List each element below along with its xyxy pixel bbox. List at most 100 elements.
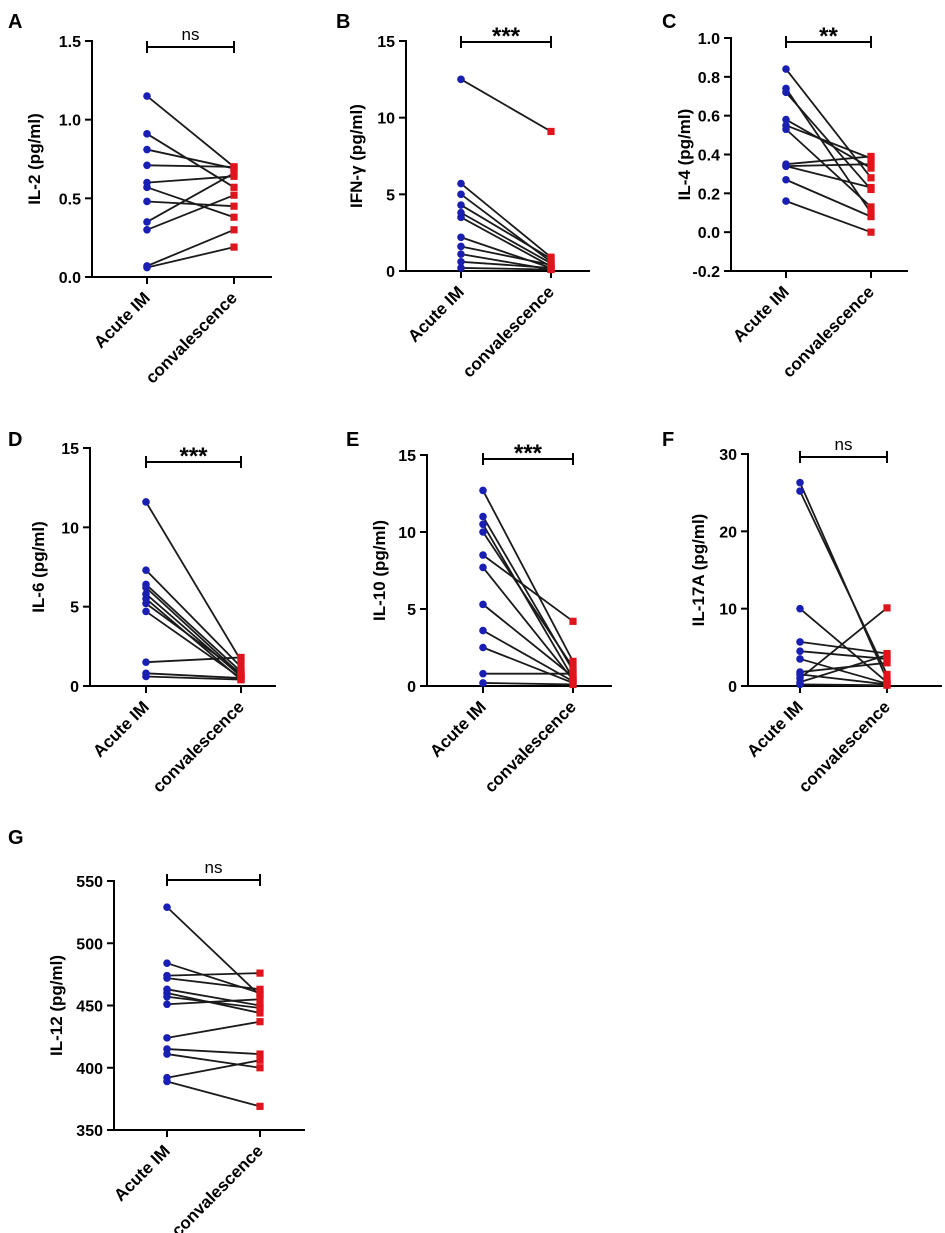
y-tick-label: 15 <box>61 441 79 458</box>
x-category-label: convalescence <box>481 697 580 796</box>
acute-point <box>457 201 465 209</box>
paired-line <box>799 654 888 683</box>
acute-point <box>163 1000 171 1009</box>
acute-point <box>796 647 804 655</box>
paired-line <box>482 646 574 684</box>
convalescence-point <box>883 651 891 659</box>
acute-point <box>782 115 790 124</box>
y-tick-label: 15 <box>377 34 395 51</box>
y-tick-label: 350 <box>76 1123 103 1140</box>
paired-line <box>166 906 261 997</box>
paired-line <box>145 675 242 681</box>
acute-point <box>782 125 790 134</box>
convalescence-point <box>569 663 577 672</box>
paired-line <box>166 977 261 991</box>
acute-point <box>457 233 465 242</box>
y-tick-label: 10 <box>377 111 395 128</box>
paired-line <box>166 1020 261 1039</box>
convalescence-point <box>867 228 875 236</box>
y-tick-label: 15 <box>398 448 416 465</box>
acute-point <box>143 161 151 170</box>
convalescence-point <box>256 1004 264 1012</box>
paired-line <box>146 164 235 168</box>
paired-line <box>482 682 574 686</box>
paired-line <box>460 216 552 268</box>
significance-label: ** <box>819 23 838 50</box>
paired-line <box>145 501 242 662</box>
convalescence-point <box>256 1064 264 1072</box>
convalescence-point <box>230 191 238 199</box>
y-tick-label: 30 <box>719 447 737 464</box>
paired-line <box>145 656 242 664</box>
acute-point <box>163 974 171 982</box>
acute-point <box>457 250 465 258</box>
significance-bracket <box>799 451 888 463</box>
paired-line <box>482 490 574 662</box>
acute-point <box>479 520 487 529</box>
significance-label: ns <box>835 435 853 454</box>
y-tick-label: 0.0 <box>698 225 720 242</box>
acute-point <box>143 183 151 192</box>
y-tick-label: 1.5 <box>59 34 81 51</box>
convalescence-point <box>230 226 238 234</box>
y-tick-label: 20 <box>719 524 737 541</box>
acute-point <box>163 1077 171 1086</box>
y-tick-label: 550 <box>76 874 103 891</box>
convalescence-point <box>237 669 245 677</box>
significance-label: *** <box>492 23 521 50</box>
acute-point <box>143 263 151 272</box>
significance-label: ns <box>182 25 200 44</box>
panel-label: B <box>336 11 350 33</box>
paired-line <box>146 175 235 184</box>
acute-point <box>143 145 151 154</box>
y-tick-label: -0.2 <box>692 264 720 281</box>
paired-line <box>799 661 888 673</box>
convalescence-point <box>569 617 577 625</box>
paired-line <box>145 672 242 679</box>
y-axis-title: IL-6 (pg/ml) <box>29 521 48 613</box>
paired-line <box>482 531 574 669</box>
paired-line <box>785 128 872 208</box>
convalescence-point <box>256 1050 264 1058</box>
paired-line <box>146 246 235 269</box>
paired-line <box>799 650 888 660</box>
acute-point <box>796 638 804 646</box>
convalescence-point <box>237 676 245 684</box>
y-tick-label: 5 <box>70 600 79 617</box>
acute-point <box>163 903 171 911</box>
paired-line <box>799 641 888 655</box>
acute-point <box>142 566 150 574</box>
panel-label: G <box>8 827 24 849</box>
panel-label: E <box>346 429 359 451</box>
paired-line <box>785 118 872 169</box>
convalescence-point <box>237 663 245 671</box>
paired-line <box>799 683 888 687</box>
acute-point <box>163 959 171 967</box>
paired-line <box>146 172 235 223</box>
y-tick-label: 0 <box>407 679 416 696</box>
acute-point <box>143 226 151 234</box>
convalescence-point <box>867 209 875 217</box>
significance-bracket <box>146 41 235 53</box>
convalescence-point <box>867 160 875 168</box>
convalescence-point <box>230 243 238 251</box>
convalescence-point <box>867 152 875 161</box>
y-tick-label: 0.0 <box>59 270 81 287</box>
acute-point <box>782 88 790 97</box>
y-tick-label: 0 <box>386 264 395 281</box>
convalescence-point <box>569 657 577 665</box>
y-axis-title: IFN-γ (pg/ml) <box>347 104 366 208</box>
y-tick-label: 5 <box>386 187 395 204</box>
acute-point <box>457 190 465 199</box>
paired-line <box>145 586 242 676</box>
convalescence-point <box>230 169 238 177</box>
significance-label: *** <box>179 443 208 470</box>
x-category-label: convalescence <box>149 697 248 796</box>
panel-label: F <box>662 429 674 451</box>
significance-bracket <box>145 456 242 468</box>
acute-point <box>479 600 487 609</box>
significance-bracket <box>785 36 872 48</box>
paired-line <box>460 245 552 266</box>
paired-line <box>799 658 888 685</box>
